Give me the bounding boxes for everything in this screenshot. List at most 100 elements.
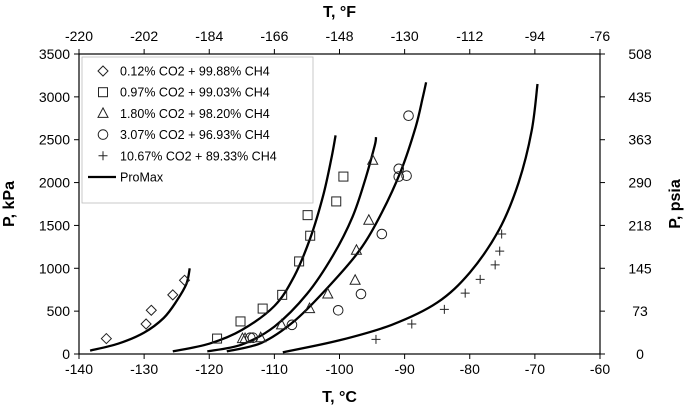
y-tick-label: 3500 bbox=[39, 46, 70, 62]
y-axis-title: P, kPa bbox=[1, 181, 18, 227]
x-tick-label: -90 bbox=[395, 361, 415, 377]
data-point-diamond bbox=[145, 304, 157, 316]
data-point-diamond bbox=[100, 332, 113, 345]
data-point-circle bbox=[393, 171, 405, 182]
data-point-plus bbox=[497, 229, 507, 239]
promax-curve bbox=[207, 136, 378, 353]
x-tick-label: -120 bbox=[195, 361, 223, 377]
legend-marker-square bbox=[98, 87, 108, 98]
data-point-triangle bbox=[349, 273, 361, 285]
x-tick-label: -60 bbox=[590, 361, 610, 377]
data-point-triangle bbox=[254, 331, 267, 343]
data-points bbox=[100, 110, 507, 345]
promax-curve bbox=[282, 83, 539, 354]
x2-tick-label: -166 bbox=[260, 28, 288, 44]
legend-entry-label: 3.07% CO2 + 96.93% CH4 bbox=[120, 128, 270, 142]
data-point-triangle bbox=[275, 318, 288, 330]
promax-curve bbox=[172, 135, 337, 353]
data-point-plus bbox=[490, 260, 500, 270]
data-point-square bbox=[302, 210, 313, 221]
x2-tick-label: -184 bbox=[195, 28, 223, 44]
legend-marker-plus bbox=[98, 151, 108, 161]
y2-tick-label: 435 bbox=[628, 89, 652, 105]
data-point-square bbox=[235, 316, 246, 327]
y2-tick-label: 0 bbox=[636, 346, 644, 362]
data-point-plus bbox=[407, 319, 417, 329]
legend-marker-circle bbox=[97, 129, 109, 140]
tick-layer: -140 -130 -120 -110 -100 -90 -80 -70 -60 -220 -202… bbox=[39, 28, 652, 377]
data-point-triangle bbox=[350, 243, 363, 255]
x-axis-title: T, °C bbox=[322, 389, 357, 406]
x2-tick-label: -148 bbox=[325, 28, 353, 44]
x2-tick-label: -94 bbox=[525, 28, 545, 44]
data-point-triangle bbox=[362, 213, 375, 225]
legend-entry-label: 0.97% CO2 + 99.03% CH4 bbox=[120, 86, 270, 100]
y-tick-label: 2500 bbox=[39, 132, 70, 148]
x-tick-label: -110 bbox=[261, 361, 288, 377]
y-tick-label: 1000 bbox=[39, 260, 70, 276]
y2-tick-label: 290 bbox=[628, 175, 652, 191]
data-point-circle bbox=[332, 304, 344, 316]
y-tick-label: 1500 bbox=[39, 217, 70, 233]
data-point-square bbox=[294, 256, 305, 267]
promax-curve bbox=[226, 82, 428, 353]
y2-tick-label: 218 bbox=[628, 217, 652, 233]
data-point-square bbox=[305, 230, 316, 241]
data-point-diamond bbox=[167, 289, 179, 301]
data-point-circle bbox=[247, 332, 259, 344]
y-tick-label: 0 bbox=[62, 346, 70, 362]
data-point-triangle bbox=[303, 301, 316, 314]
x-tick-label: -70 bbox=[525, 361, 545, 377]
data-point-circle bbox=[244, 332, 256, 344]
legend-marker-diamond bbox=[97, 65, 109, 77]
legend-marker-triangle bbox=[97, 106, 109, 118]
data-point-circle bbox=[403, 110, 414, 122]
x2-tick-label: -130 bbox=[391, 28, 419, 44]
x2-tick-label: -220 bbox=[65, 28, 93, 44]
y2-tick-label: 145 bbox=[628, 260, 652, 276]
data-point-circle bbox=[393, 163, 405, 175]
y2-tick-label: 363 bbox=[628, 132, 652, 148]
x-tick-label: -140 bbox=[65, 361, 93, 377]
y-tick-label: 500 bbox=[47, 303, 71, 319]
x2-tick-label: -202 bbox=[130, 28, 158, 44]
legend-entry-label: 0.12% CO2 + 99.88% CH4 bbox=[120, 65, 270, 79]
x-tick-label: -80 bbox=[460, 361, 480, 377]
y2-tick-label: 73 bbox=[632, 303, 648, 319]
legend-entry-label: 10.67% CO2 + 89.33% CH4 bbox=[120, 149, 277, 163]
y-tick-label: 3000 bbox=[39, 89, 70, 105]
data-point-diamond bbox=[178, 274, 191, 286]
promax-curves bbox=[89, 82, 539, 354]
x-tick-label: -100 bbox=[325, 361, 353, 377]
promax-curve bbox=[89, 268, 191, 352]
data-point-triangle bbox=[321, 287, 334, 299]
data-point-circle bbox=[376, 228, 388, 240]
y2-tick-label: 508 bbox=[628, 46, 652, 62]
x-tick-label: -130 bbox=[130, 361, 158, 377]
y2-axis-title: P, psia bbox=[667, 179, 684, 229]
x2-tick-label: -76 bbox=[590, 28, 610, 44]
data-point-plus bbox=[475, 274, 485, 284]
data-point-square bbox=[277, 289, 288, 300]
legend: 0.12% CO2 + 99.88% CH4 0.97% CO2 + 99.03%… bbox=[81, 56, 314, 204]
data-point-plus bbox=[495, 246, 505, 256]
data-point-triangle bbox=[366, 153, 379, 165]
data-point-circle bbox=[401, 170, 412, 182]
data-point-diamond bbox=[140, 318, 152, 330]
data-point-square bbox=[212, 333, 223, 344]
x2-axis-title: T, °F bbox=[323, 4, 356, 21]
data-point-plus bbox=[439, 304, 449, 314]
legend-entry-label: 1.80% CO2 + 98.20% CH4 bbox=[120, 107, 270, 121]
data-point-square bbox=[338, 171, 349, 182]
y-tick-label: 2000 bbox=[39, 175, 70, 191]
data-point-triangle bbox=[239, 331, 251, 344]
data-point-square bbox=[257, 303, 268, 314]
x2-tick-label: -112 bbox=[456, 28, 483, 44]
data-point-square bbox=[331, 196, 342, 207]
legend-box bbox=[81, 56, 314, 204]
data-point-plus bbox=[460, 288, 470, 298]
legend-entry-label: ProMax bbox=[120, 171, 164, 185]
data-point-circle bbox=[355, 288, 367, 300]
data-point-plus bbox=[371, 334, 381, 344]
